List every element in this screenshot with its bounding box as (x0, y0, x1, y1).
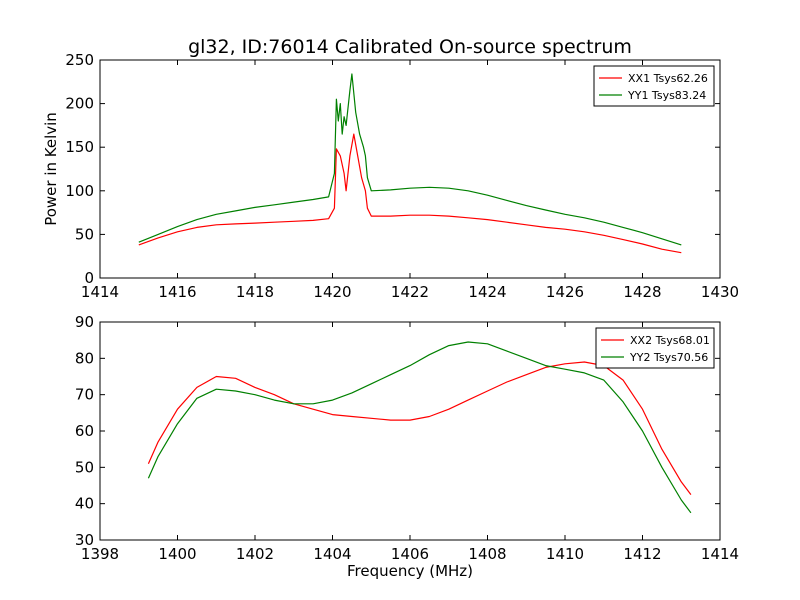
y-tick-label: 50 (75, 225, 94, 243)
x-tick-label: 1412 (623, 545, 661, 563)
x-tick-label: 1414 (701, 545, 739, 563)
x-axis-label: Frequency (MHz) (347, 562, 473, 580)
legend-entry: YY2 Tsys70.56 (629, 351, 708, 364)
legend-2: XX2 Tsys68.01 YY2 Tsys70.56 (595, 327, 715, 369)
legend-1: XX1 Tsys62.26 YY1 Tsys83.24 (593, 65, 715, 107)
x-tick-label: 1402 (236, 545, 274, 563)
x-tick-label: 1420 (313, 283, 351, 301)
x-tick-label: 1418 (236, 283, 274, 301)
y-tick-label: 40 (75, 495, 94, 513)
x-tick-label: 1426 (546, 283, 584, 301)
series-line-2-2 (147, 341, 692, 514)
legend-entry: XX2 Tsys68.01 (630, 334, 710, 347)
x-tick-label: 1422 (391, 283, 429, 301)
legend-entry: XX1 Tsys62.26 (628, 72, 708, 85)
y-tick-label: 70 (75, 386, 94, 404)
series-line-1-2 (138, 73, 682, 246)
y-tick-label: 30 (75, 531, 94, 549)
legend-box (595, 327, 715, 369)
x-tick-label: 1408 (468, 545, 506, 563)
x-tick-label: 1416 (158, 283, 196, 301)
chart-panel-1: 1414 1416 1418 1420 1422 1424 1426 1428 1430 0 50 1… (65, 51, 739, 301)
x-tick-label: 1400 (158, 545, 196, 563)
chart-panel-2: 1398 1400 1402 1404 1406 1408 1410 1412 1414 30 40… (75, 313, 739, 563)
y-tick-label: 80 (75, 349, 94, 367)
y-tick-label: 100 (65, 182, 94, 200)
figure-title: gl32, ID:76014 Calibrated On-source spec… (188, 36, 632, 58)
x-tick-label: 1414 (81, 283, 119, 301)
series-line-1-1 (138, 133, 682, 254)
y-axis-label: Power in Kelvin (42, 112, 60, 226)
x-tick-label: 1428 (623, 283, 661, 301)
x-tick-label: 1410 (546, 545, 584, 563)
legend-entry: YY1 Tsys83.24 (627, 89, 706, 102)
y-tick-label: 200 (65, 95, 94, 113)
y-tick-label: 60 (75, 422, 94, 440)
y-tick-label: 250 (65, 51, 94, 69)
y-tick-label: 0 (84, 269, 94, 287)
x-tick-label: 1398 (81, 545, 119, 563)
x-tick-label: 1404 (313, 545, 351, 563)
x-tick-label: 1424 (468, 283, 506, 301)
x-tick-label: 1406 (391, 545, 429, 563)
y-tick-label: 90 (75, 313, 94, 331)
x-tick-label: 1430 (701, 283, 739, 301)
chart-panels: 1414 1416 1418 1420 1422 1424 1426 1428 14300501… (65, 51, 739, 563)
y-tick-label: 150 (65, 138, 94, 156)
y-tick-label: 50 (75, 458, 94, 476)
legend-box (593, 65, 715, 107)
